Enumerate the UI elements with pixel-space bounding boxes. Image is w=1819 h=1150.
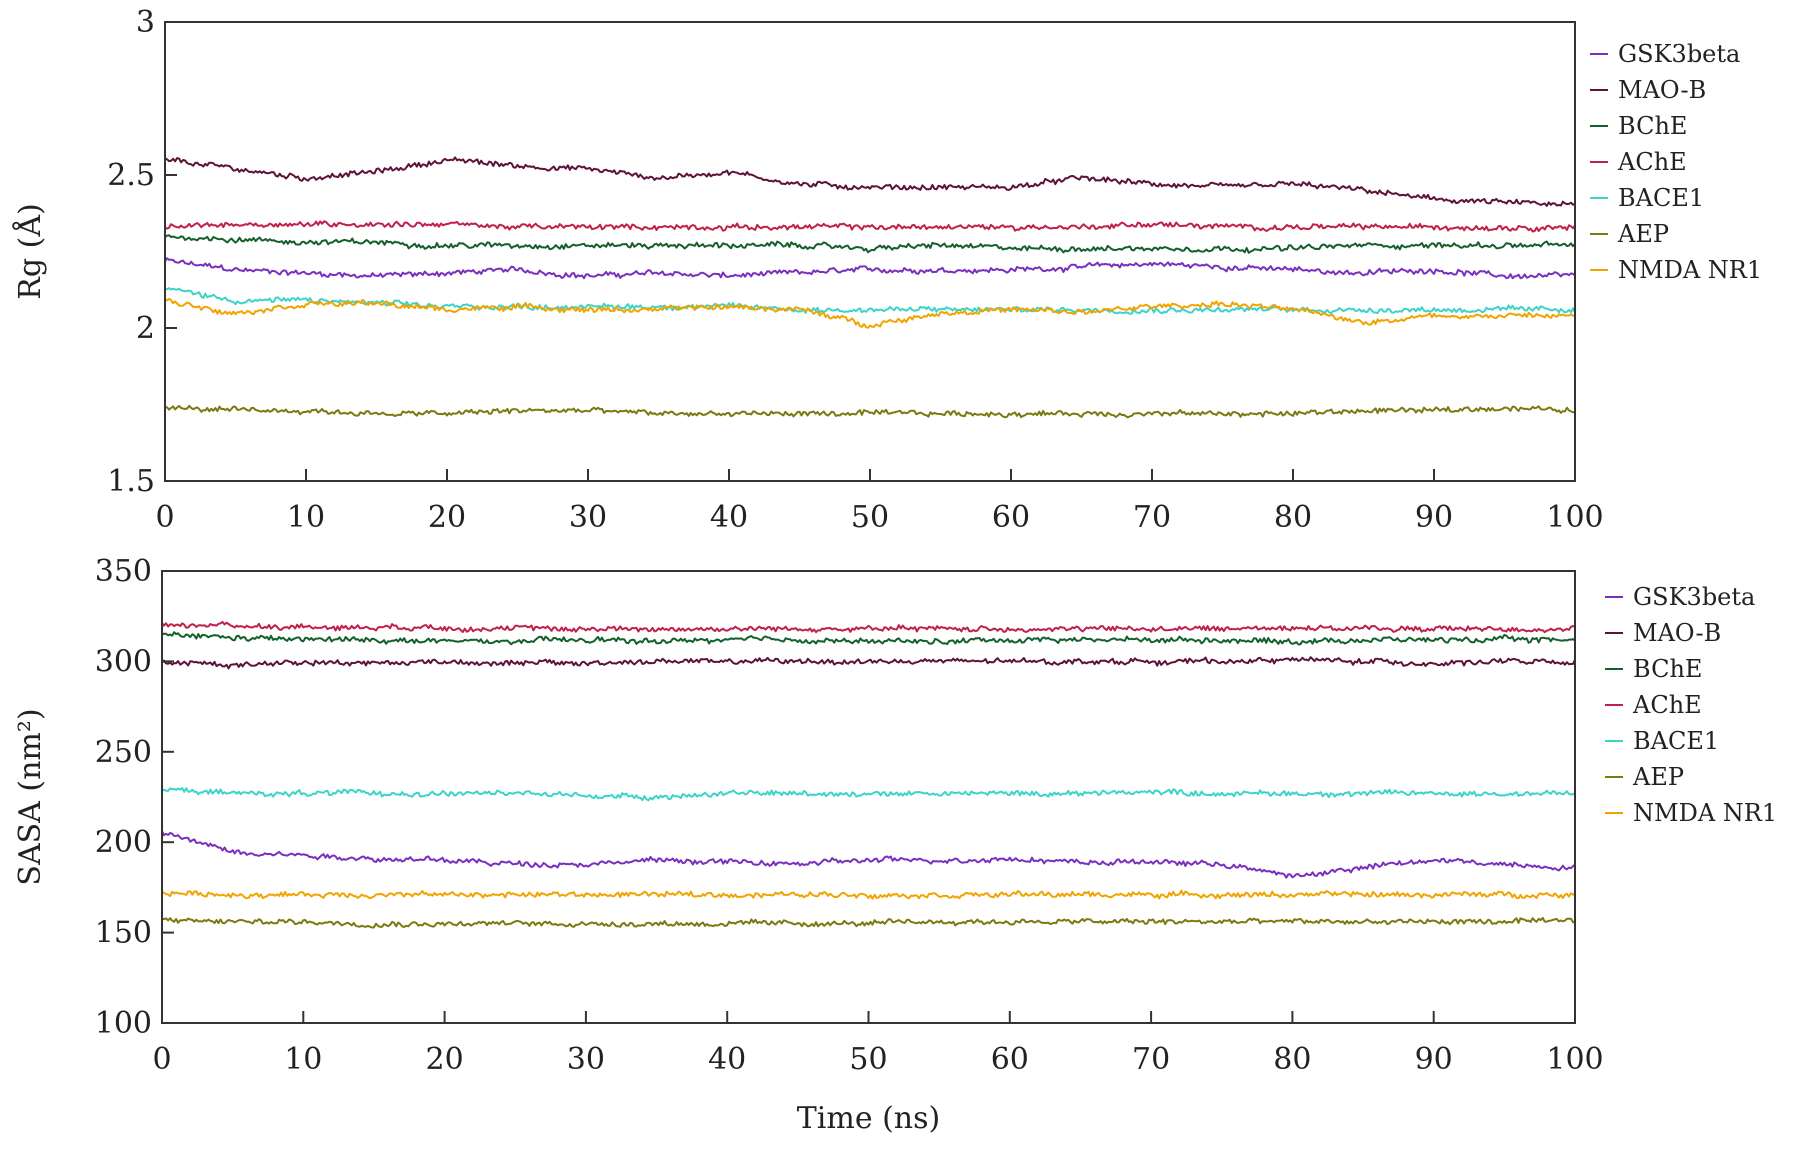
legend-label: BChE (1618, 112, 1687, 140)
series-line-nmda-nr1 (164, 297, 1576, 329)
legend: GSK3beta MAO-B BChE AChE BACE1 AEP NMDA NR1 (1605, 583, 1777, 827)
legend-label: NMDA NR1 (1633, 799, 1777, 827)
legend-label: BChE (1633, 655, 1702, 683)
series-line-aep (161, 916, 1576, 929)
x-axis-title: Time (ns) (797, 1101, 940, 1136)
y-tick-label: 2 (136, 311, 155, 346)
x-tick-label: 40 (708, 1042, 746, 1077)
legend-label: AEP (1617, 220, 1669, 248)
y-axis-title: SASA (nm²) (13, 708, 48, 885)
y-tick-label: 200 (95, 825, 152, 860)
x-tick-label: 30 (569, 500, 607, 535)
rg-panel: 0 10 20 30 40 50 60 70 80 90 100 1.5 2 2.5 3 Rg (Å) GSK3… (12, 5, 1762, 535)
x-tick-label: 60 (992, 500, 1030, 535)
x-tick-label: 20 (426, 1042, 464, 1077)
series-line-bche (164, 234, 1576, 254)
x-tick-label: 70 (1132, 1042, 1170, 1077)
x-tick-label: 10 (284, 1042, 322, 1077)
x-tick-label: 80 (1274, 500, 1312, 535)
y-tick-label: 100 (95, 1006, 152, 1041)
series-line-mao-b (164, 156, 1576, 207)
legend-label: MAO-B (1633, 619, 1721, 647)
y-tick-label: 1.5 (107, 464, 155, 499)
y-tick-label: 300 (95, 644, 152, 679)
y-tick-label: 150 (95, 916, 152, 951)
legend-label: NMDA NR1 (1618, 256, 1762, 284)
legend-label: GSK3beta (1633, 583, 1755, 611)
x-tick-label: 60 (991, 1042, 1029, 1077)
series-line-bche (161, 631, 1576, 646)
x-tick-label: 40 (710, 500, 748, 535)
series-line-ache (164, 220, 1576, 233)
series-line-nmda-nr1 (161, 889, 1576, 900)
x-tick-label: 100 (1546, 1042, 1603, 1077)
x-tick-label: 50 (851, 500, 889, 535)
legend-label: BACE1 (1633, 727, 1719, 755)
legend-label: GSK3beta (1618, 40, 1740, 68)
y-tick-label: 3 (136, 5, 155, 40)
series-line-bace1 (161, 787, 1576, 802)
x-tick-label: 100 (1546, 500, 1603, 535)
y-tick-label: 350 (95, 554, 152, 589)
series-line-ache (161, 621, 1576, 634)
series-line-gsk3beta (161, 830, 1576, 879)
series-lines (161, 621, 1576, 929)
series-line-bace1 (164, 287, 1576, 315)
y-axis-title: Rg (Å) (12, 203, 48, 299)
legend-label: BACE1 (1618, 184, 1704, 212)
series-lines (164, 156, 1576, 419)
legend-label: AChE (1632, 691, 1702, 719)
x-tick-label: 30 (567, 1042, 605, 1077)
x-tick-label: 50 (849, 1042, 887, 1077)
sasa-panel: 0 10 20 30 40 50 60 70 80 90 100 100 150 200 250 300 350… (13, 554, 1777, 1136)
x-tick-label: 20 (428, 500, 466, 535)
x-tick-label: 90 (1415, 500, 1453, 535)
x-tick-label: 0 (155, 500, 174, 535)
x-tick-label: 70 (1133, 500, 1171, 535)
x-tick-label: 0 (152, 1042, 171, 1077)
y-tick-label: 250 (95, 735, 152, 770)
series-line-gsk3beta (164, 257, 1576, 280)
x-tick-label: 90 (1415, 1042, 1453, 1077)
x-tick-label: 80 (1273, 1042, 1311, 1077)
x-tick-label: 10 (287, 500, 325, 535)
series-line-aep (164, 404, 1576, 419)
legend-label: MAO-B (1618, 76, 1706, 104)
legend-label: AEP (1632, 763, 1684, 791)
series-line-mao-b (161, 656, 1576, 670)
legend: GSK3beta MAO-B BChE AChE BACE1 AEP NMDA NR1 (1590, 40, 1762, 284)
legend-label: AChE (1617, 148, 1687, 176)
y-tick-label: 2.5 (107, 158, 155, 193)
